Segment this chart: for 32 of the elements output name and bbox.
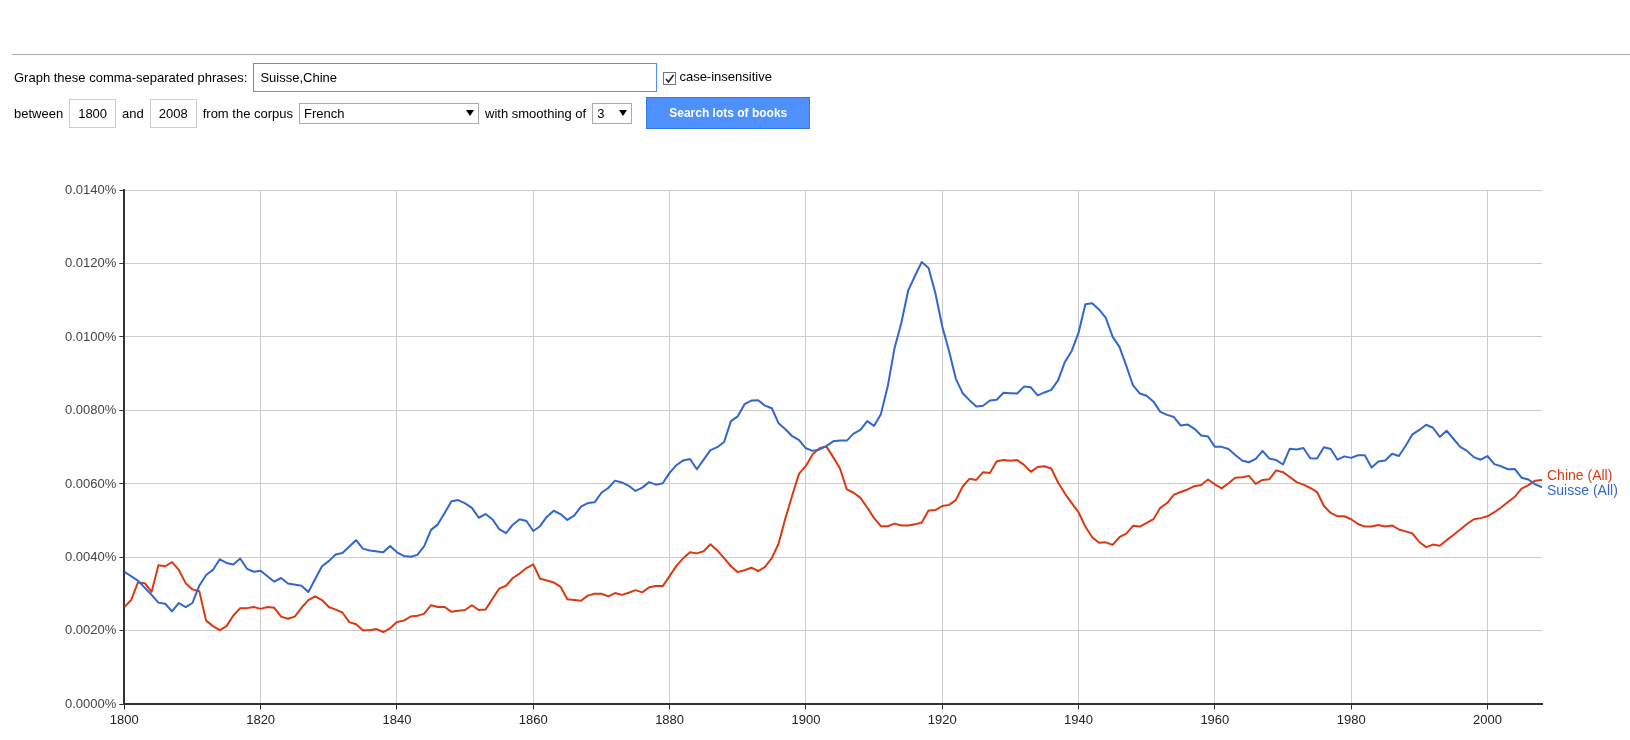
text: Graph these comma-separated phrases:: [14, 69, 248, 85]
y-tick-label: 0.0020%: [64, 622, 117, 638]
y-tick-label: 0.0060%: [64, 475, 117, 491]
x-tick-label: 1900: [791, 711, 821, 727]
x-tick-label: 1820: [246, 711, 276, 727]
x-tick-label: 1960: [1200, 711, 1230, 727]
text: 2008: [149, 98, 197, 128]
text: case-insensitive: [679, 69, 772, 85]
y-tick-label: 0.0120%: [64, 255, 117, 271]
x-tick-label: 1920: [927, 711, 957, 727]
x-tick-label: 1860: [518, 711, 548, 727]
text: 1800: [69, 98, 117, 128]
y-tick-label: 0.0040%: [64, 549, 117, 565]
y-tick-label: 0.0000%: [64, 695, 117, 711]
y-tick-label: 0.0080%: [64, 402, 117, 418]
x-tick-label: 1980: [1336, 711, 1366, 727]
text: French: [304, 105, 345, 121]
x-tick-label: 1840: [382, 711, 412, 727]
x-tick-label: 1880: [655, 711, 685, 727]
text: Suisse,Chine: [253, 62, 658, 92]
text: and: [122, 105, 144, 121]
y-tick-label: 0.0100%: [64, 328, 117, 344]
y-tick-label: 0.0140%: [64, 181, 117, 197]
x-tick-label: 1940: [1064, 711, 1093, 727]
text: between: [14, 105, 64, 121]
text: from the corpus: [202, 105, 294, 121]
text: Search lots of books: [646, 97, 811, 129]
x-tick-label: 2000: [1473, 711, 1502, 727]
series-label: Chine (All): [1547, 466, 1613, 483]
text: with smoothing of: [485, 105, 587, 121]
text: 3: [597, 105, 605, 121]
x-tick-label: 1800: [109, 711, 139, 727]
